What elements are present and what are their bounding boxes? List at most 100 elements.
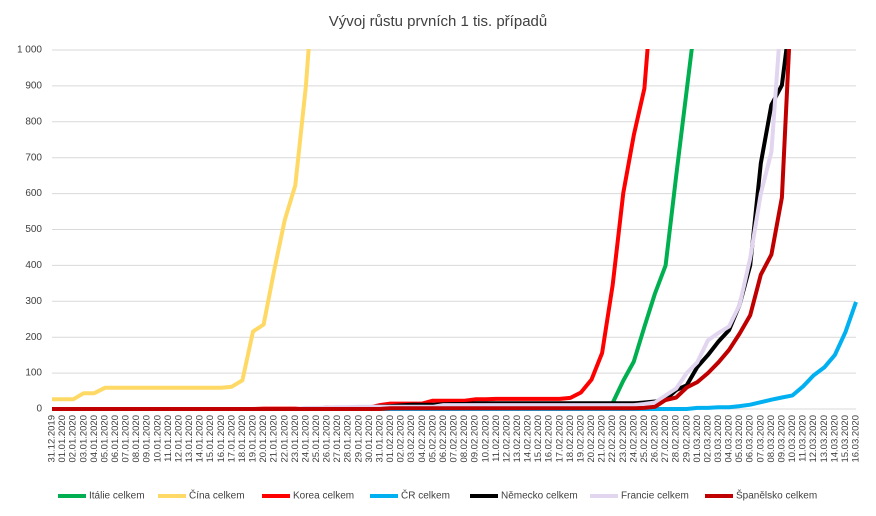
x-tick-label: 29.01.2020	[353, 415, 364, 463]
series-line	[52, 49, 792, 411]
x-tick-label: 06.02.2020	[438, 415, 449, 463]
x-tick-label: 01.01.2020	[57, 415, 68, 463]
x-tick-label: 17.02.2020	[554, 415, 565, 463]
x-tick-label: 11.03.2020	[798, 415, 809, 462]
x-tick-label: 12.02.2020	[501, 415, 512, 463]
x-tick-label: 19.01.2020	[248, 415, 259, 463]
legend-label: Španělsko celkem	[736, 489, 817, 502]
legend-label: Německo celkem	[501, 491, 578, 502]
x-tick-label: 11.02.2020	[491, 415, 502, 462]
x-tick-label: 04.01.2020	[89, 415, 100, 463]
x-tick-label: 30.01.2020	[364, 415, 375, 463]
x-tick-label: 02.01.2020	[68, 415, 79, 463]
x-tick-label: 14.03.2020	[829, 415, 840, 463]
x-tick-label: 27.01.2020	[332, 415, 343, 463]
x-tick-label: 23.02.2020	[618, 415, 629, 463]
x-tick-label: 19.02.2020	[575, 415, 586, 463]
x-tick-label: 16.03.2020	[851, 415, 862, 463]
x-tick-label: 25.02.2020	[639, 415, 650, 463]
x-tick-label: 12.01.2020	[173, 415, 184, 463]
series-line	[52, 49, 694, 411]
series-line	[52, 49, 311, 402]
x-tick-label: 11.01.2020	[163, 415, 174, 462]
x-tick-label: 24.01.2020	[300, 415, 311, 463]
x-tick-label: 13.01.2020	[184, 415, 195, 463]
x-tick-label: 05.02.2020	[427, 415, 438, 463]
chart-title: Vývoj růstu prvních 1 tis. případů	[329, 13, 547, 30]
x-tick-label: 07.02.2020	[449, 415, 460, 463]
x-tick-label: 16.01.2020	[216, 415, 227, 463]
x-tick-label: 22.02.2020	[607, 415, 618, 463]
x-tick-label: 03.03.2020	[713, 415, 724, 463]
x-tick-label: 15.02.2020	[533, 415, 544, 463]
y-tick-label: 300	[25, 296, 42, 307]
x-tick-label: 09.03.2020	[776, 415, 787, 463]
x-tick-label: 31.01.2020	[374, 415, 385, 463]
x-tick-label: 02.02.2020	[396, 415, 407, 463]
x-tick-label: 03.01.2020	[78, 415, 89, 463]
x-tick-label: 12.03.2020	[808, 415, 819, 463]
x-tick-label: 02.03.2020	[702, 415, 713, 463]
y-tick-label: 700	[25, 152, 42, 163]
x-tick-label: 17.01.2020	[226, 415, 237, 463]
x-tick-label: 29.02.2020	[681, 415, 692, 463]
legend-label: Francie celkem	[621, 491, 689, 502]
x-tick-label: 13.02.2020	[512, 415, 523, 463]
x-tick-label: 05.03.2020	[734, 415, 745, 463]
series-line	[52, 49, 650, 411]
x-tick-label: 10.01.2020	[152, 415, 163, 463]
x-tick-label: 18.01.2020	[237, 415, 248, 463]
x-tick-label: 01.02.2020	[385, 415, 396, 463]
x-tick-label: 05.01.2020	[99, 415, 110, 463]
x-tick-label: 09.01.2020	[142, 415, 153, 463]
y-tick-label: 500	[25, 224, 42, 235]
x-tick-label: 08.01.2020	[131, 415, 142, 463]
x-tick-label: 18.02.2020	[565, 415, 576, 463]
x-tick-label: 28.01.2020	[343, 415, 354, 463]
legend-label: ČR celkem	[401, 489, 450, 502]
x-tick-label: 15.01.2020	[205, 415, 216, 463]
x-tick-label: 06.01.2020	[110, 415, 121, 463]
x-tick-label: 04.03.2020	[724, 415, 735, 463]
x-tick-label: 24.02.2020	[628, 415, 639, 463]
x-tick-label: 13.03.2020	[819, 415, 830, 463]
x-tick-label: 01.03.2020	[692, 415, 703, 463]
x-tick-label: 22.01.2020	[279, 415, 290, 463]
x-tick-label: 27.02.2020	[660, 415, 671, 463]
x-tick-label: 14.01.2020	[195, 415, 206, 463]
x-tick-label: 31.12.2019	[47, 415, 58, 463]
y-tick-label: 1 000	[17, 45, 42, 56]
x-tick-label: 20.01.2020	[258, 415, 269, 463]
x-tick-label: 04.02.2020	[417, 415, 428, 463]
x-tick-label: 10.02.2020	[480, 415, 491, 463]
legend-label: Korea celkem	[293, 491, 354, 502]
y-tick-label: 200	[25, 332, 42, 343]
y-tick-label: 600	[25, 188, 42, 199]
x-tick-label: 28.02.2020	[671, 415, 682, 463]
x-tick-label: 08.03.2020	[766, 415, 777, 463]
x-tick-label: 16.02.2020	[544, 415, 555, 463]
x-tick-label: 07.01.2020	[121, 415, 132, 463]
x-tick-label: 10.03.2020	[787, 415, 798, 463]
y-tick-label: 900	[25, 81, 42, 92]
x-tick-label: 07.03.2020	[755, 415, 766, 463]
x-tick-label: 06.03.2020	[745, 415, 756, 463]
x-tick-label: 26.02.2020	[650, 415, 661, 463]
y-tick-label: 400	[25, 260, 42, 271]
x-tick-label: 21.01.2020	[269, 415, 280, 463]
x-tick-label: 14.02.2020	[523, 415, 534, 463]
series-line	[52, 49, 789, 411]
y-tick-label: 0	[36, 404, 42, 415]
x-tick-label: 26.01.2020	[322, 415, 333, 463]
x-tick-label: 03.02.2020	[406, 415, 417, 463]
x-tick-label: 09.02.2020	[470, 415, 481, 463]
y-tick-label: 800	[25, 116, 42, 127]
legend-label: Itálie celkem	[89, 491, 145, 502]
y-tick-label: 100	[25, 368, 42, 379]
legend-label: Čína celkem	[189, 489, 245, 502]
plot-area	[52, 49, 858, 411]
x-tick-label: 21.02.2020	[597, 415, 608, 463]
x-tick-label: 25.01.2020	[311, 415, 322, 463]
x-tick-label: 20.02.2020	[586, 415, 597, 463]
